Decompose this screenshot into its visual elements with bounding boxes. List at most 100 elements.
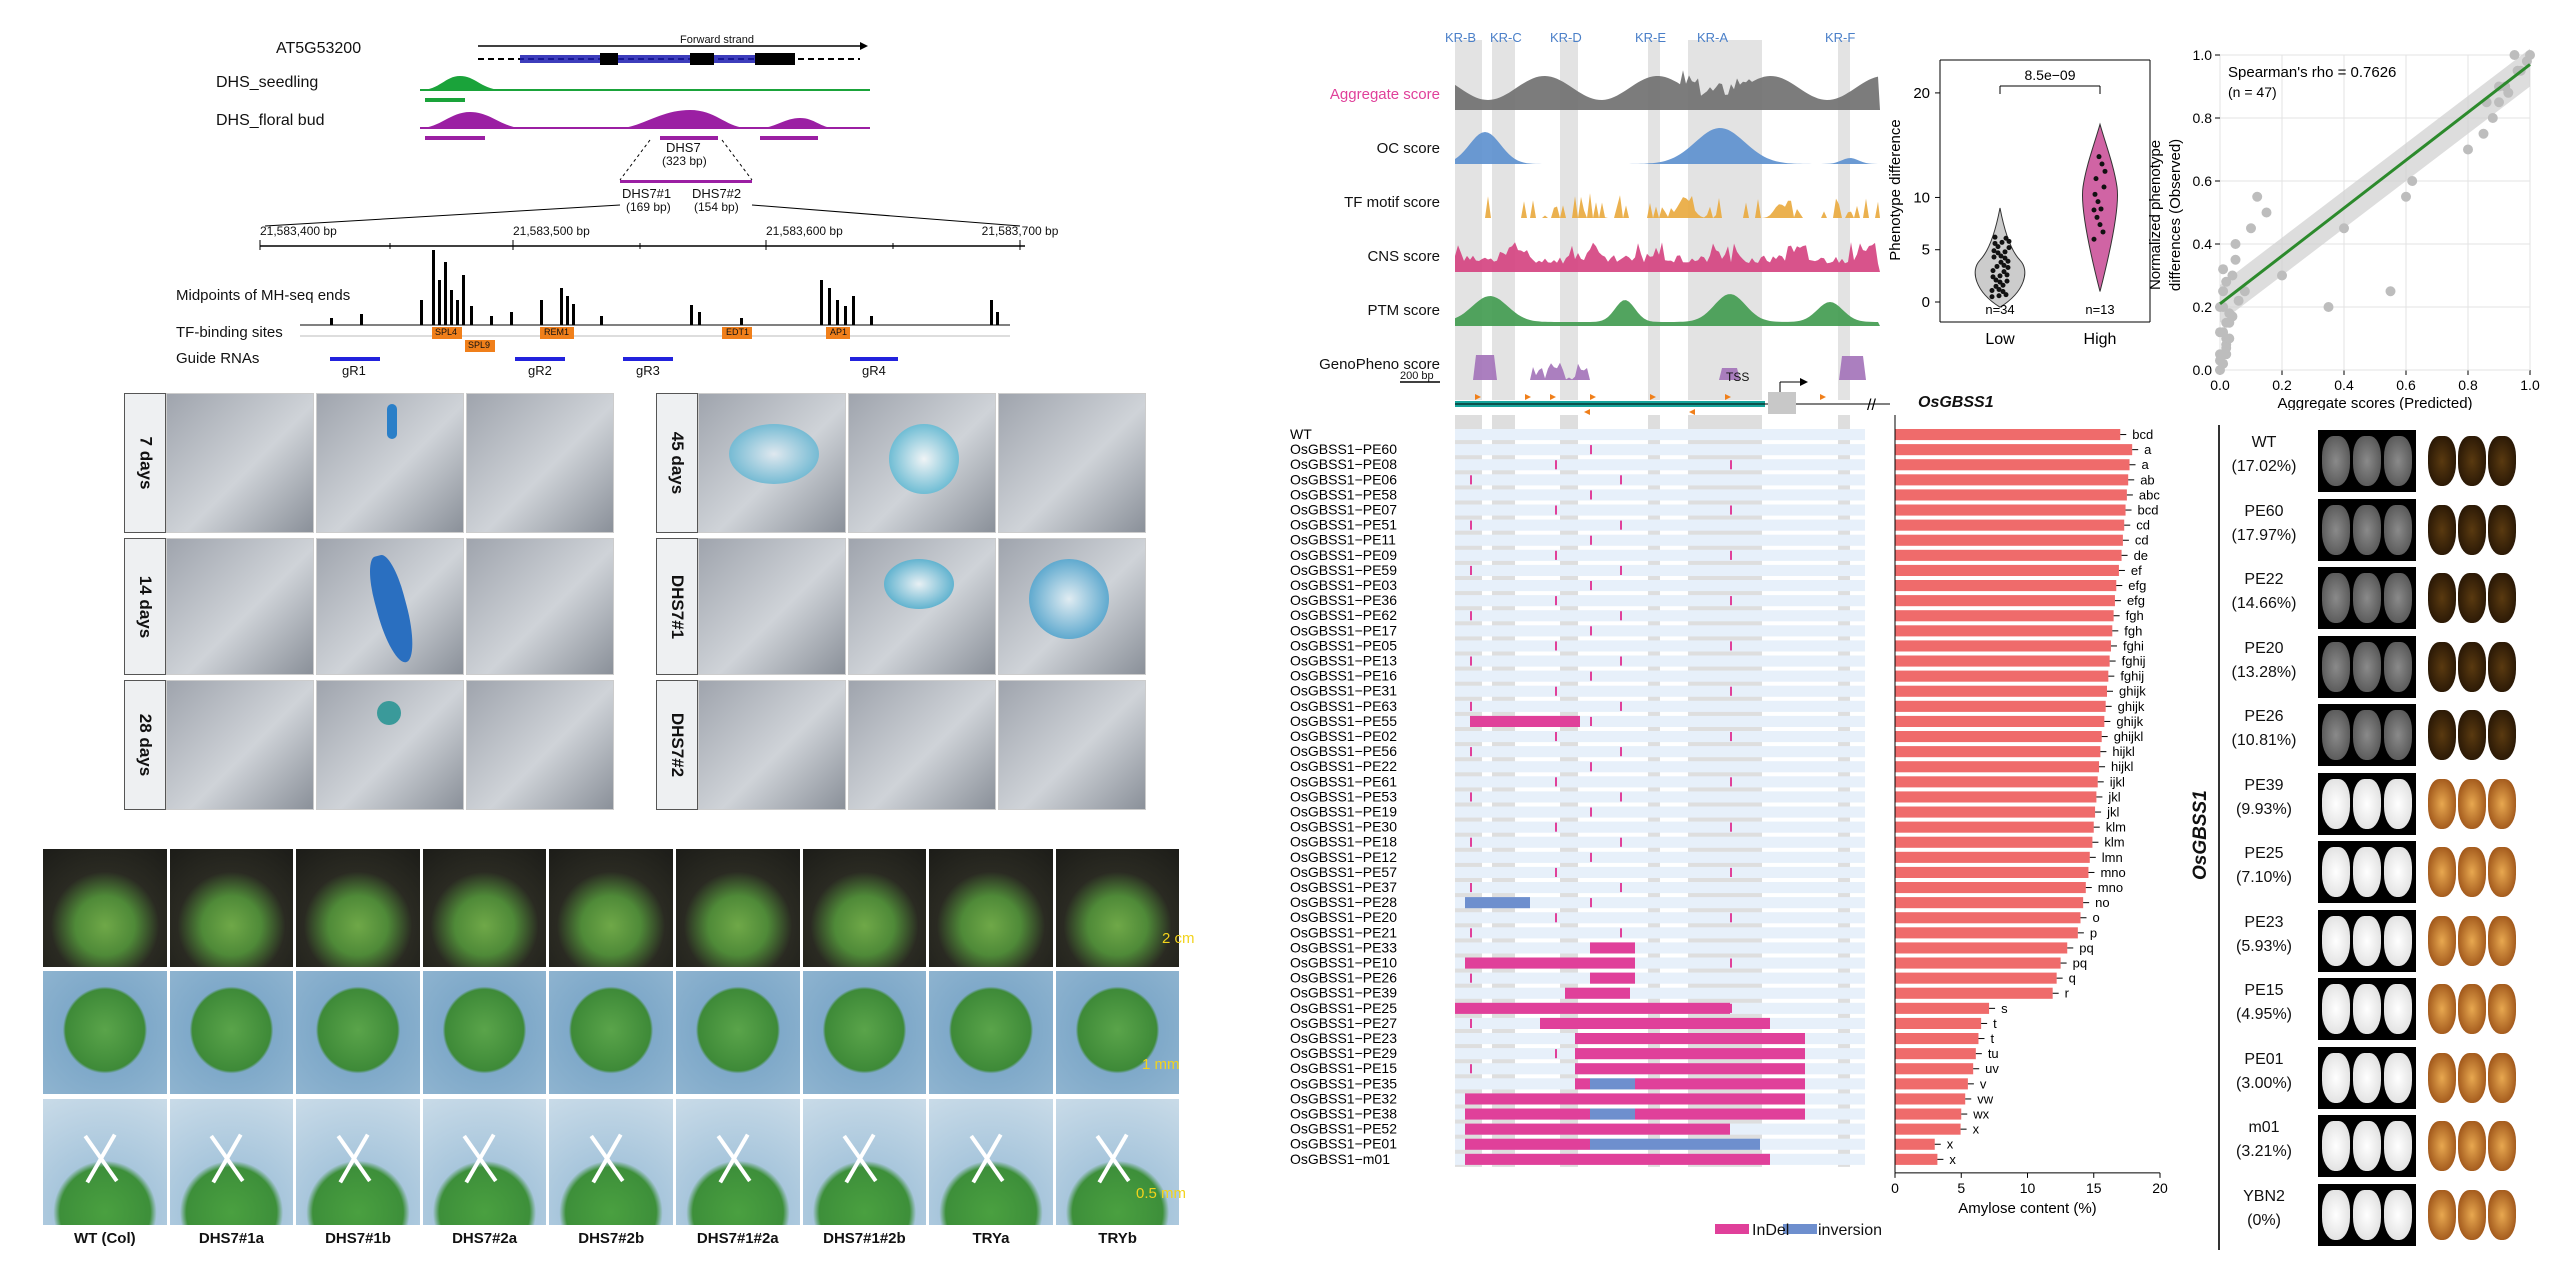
edit-segment	[1590, 942, 1635, 954]
edit-segment	[1635, 1108, 1805, 1120]
amylose-bar	[1895, 474, 2129, 486]
gus-photo	[316, 680, 464, 810]
line-name: OsGBSS1−PE38	[1290, 1106, 1397, 1122]
iodine-grain	[2458, 573, 2486, 623]
plant-photo	[1054, 970, 1181, 1095]
rice-grain	[2353, 504, 2381, 555]
sig-letter: klm	[2106, 820, 2126, 835]
amylose-bar	[1895, 580, 2117, 592]
track-label: TF motif score	[1344, 194, 1440, 211]
line-name: OsGBSS1−PE17	[1290, 622, 1397, 638]
line-name: OsGBSS1−PE53	[1290, 788, 1397, 804]
rice-grain	[2322, 504, 2350, 555]
plant-photo	[801, 1098, 928, 1226]
plant-photo	[1054, 1098, 1181, 1226]
tf-site-ap1: AP1	[830, 327, 848, 337]
sig-letter: cd	[2136, 518, 2150, 533]
gus-photo	[998, 680, 1146, 810]
amylose-bar	[1895, 429, 2121, 441]
tf-site-edt1: EDT1	[726, 327, 750, 337]
grains-gene-label: OsGBSS1	[2190, 790, 2211, 880]
amylose-bar	[1895, 882, 2086, 894]
sig-letter: v	[1980, 1076, 1987, 1091]
iodine-grain	[2428, 436, 2456, 486]
group-label: High	[2084, 331, 2117, 348]
scatter-point	[2339, 223, 2349, 234]
genotype-label: DHS7#1#2b	[823, 1230, 906, 1247]
sig-letter: cd	[2135, 533, 2149, 548]
amylose-bar	[1895, 1078, 1968, 1090]
sig-letter: lmn	[2102, 850, 2123, 865]
sig-letter: fgh	[2124, 623, 2142, 638]
plant-photo	[295, 1098, 421, 1226]
dhs7-2-label: DHS7#2	[692, 186, 742, 201]
plant-photo	[168, 848, 295, 968]
dhs7-2-size: (154 bp)	[694, 200, 739, 214]
scatter-point	[2233, 295, 2244, 306]
scatter-subtitle: (n = 47)	[2228, 84, 2277, 100]
edit-segment	[1470, 715, 1580, 727]
line-name: OsGBSS1−PE11	[1290, 532, 1396, 548]
line-name: OsGBSS1−PE61	[1290, 773, 1397, 789]
amylose-bar	[1895, 791, 2097, 803]
iodine-grain	[2458, 436, 2486, 486]
gus-photo	[466, 538, 614, 675]
sig-letter: hijkl	[2112, 744, 2135, 759]
edit-segment	[1575, 1033, 1805, 1045]
iodine-grain	[2458, 984, 2486, 1034]
rice-grain	[2322, 1121, 2350, 1171]
rice-grain	[2322, 641, 2350, 692]
edit-segment	[1635, 1078, 1805, 1090]
edit-segment	[1455, 1002, 1730, 1014]
region-label: KR-C	[1490, 30, 1522, 45]
row-label-45days: 45 days	[656, 393, 698, 533]
track-seedling-label: DHS_seedling	[216, 74, 319, 91]
genotype-label: DHS7#1b	[325, 1230, 391, 1247]
scatter-point	[2221, 276, 2232, 287]
scatter-point	[2239, 286, 2250, 297]
sig-letter: efg	[2127, 593, 2145, 608]
coord-3: 21,583,600 bp	[766, 224, 843, 238]
scatter-point	[2521, 56, 2532, 67]
legend-indel: InDel	[1752, 1222, 1790, 1239]
violin-svg: 0 5 10 20 Phenotype difference 8.5e−09 n=34 n=1…	[1887, 59, 2151, 348]
ytick: 0.8	[2193, 110, 2213, 126]
line-name: OsGBSS1−PE01	[1290, 1136, 1397, 1152]
iodine-grain	[2458, 1189, 2486, 1240]
bar-xtick: 5	[1957, 1180, 1965, 1196]
plant-photo	[1054, 848, 1181, 968]
guide-2: gR2	[528, 363, 552, 378]
edit-segment	[1590, 1138, 1760, 1150]
grain-line-name: PE15	[2244, 982, 2284, 999]
iodine-grain	[2458, 504, 2486, 555]
sig-letter: pq	[2073, 956, 2087, 971]
amylose-bar	[1895, 504, 2126, 516]
scatter-point	[2215, 355, 2225, 366]
edit-segment	[1465, 1093, 1805, 1105]
rice-grain	[2384, 778, 2412, 829]
iodine-grain	[2458, 847, 2486, 897]
amylose-bar	[1895, 1093, 1966, 1105]
rice-grain	[2353, 847, 2381, 897]
region-label: KR-F	[1825, 30, 1856, 45]
edit-segment	[1575, 1048, 1805, 1060]
scatter-point	[2224, 333, 2235, 344]
scatter-point	[2230, 254, 2241, 265]
line-name: OsGBSS1−PE59	[1290, 562, 1397, 578]
sig-letter: ghijk	[2118, 699, 2145, 714]
amylose-bar	[1895, 836, 2093, 848]
plant-photo	[675, 970, 801, 1095]
line-name: OsGBSS1−PE36	[1290, 592, 1397, 608]
rice-grain	[2322, 436, 2350, 486]
sig-letter: ab	[2140, 472, 2154, 487]
line-name: WT	[1290, 426, 1312, 442]
line-name: OsGBSS1−PE57	[1290, 864, 1397, 880]
row-label-28days: 28 days	[124, 680, 166, 810]
p-value: 8.5e−09	[2025, 67, 2076, 83]
coord-4: 21,583,700 bp	[981, 224, 1059, 238]
violin-ylabel: Phenotype difference	[1887, 119, 1904, 261]
rice-grain	[2353, 915, 2381, 966]
ytick: 0.2	[2193, 299, 2213, 315]
grain-line-pct: (17.97%)	[2231, 526, 2297, 544]
scatter-xlabel: Aggregate scores (Predicted)	[2277, 395, 2472, 410]
